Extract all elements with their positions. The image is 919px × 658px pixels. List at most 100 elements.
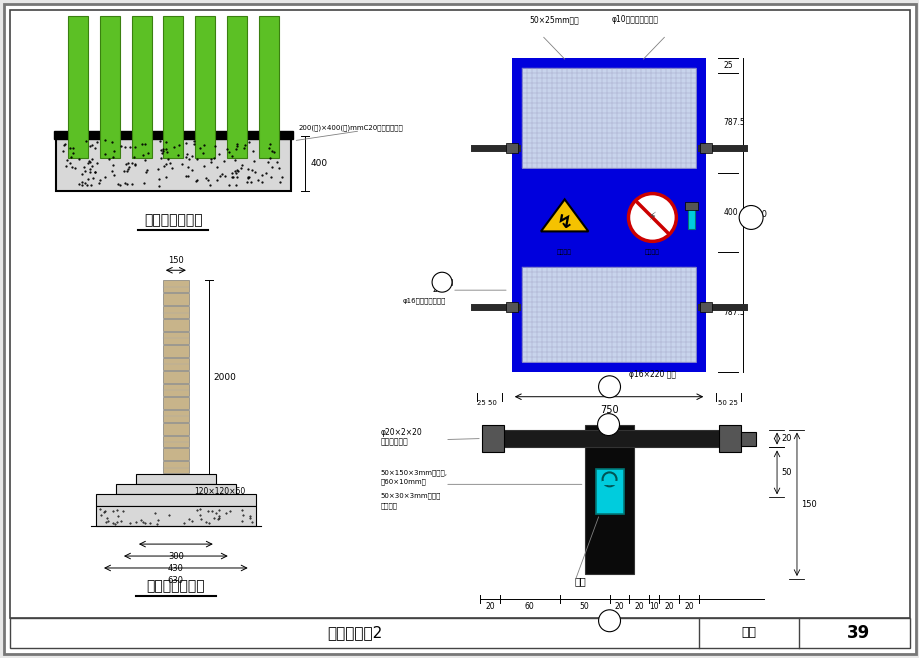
Bar [227,16,246,158]
Bar [499,430,719,447]
Text: 2000: 2000 [213,373,236,382]
Bar [164,16,183,158]
Bar [521,68,696,168]
Bar [163,332,188,344]
Polygon shape [540,199,588,232]
Text: 50 25: 50 25 [718,399,737,406]
Text: 20: 20 [634,602,643,611]
Bar [195,16,215,158]
Text: 25 50: 25 50 [476,399,496,406]
Text: 钢管与门连接: 钢管与门连接 [380,438,407,447]
Bar [163,410,188,422]
Text: 1: 1 [606,418,610,424]
Text: 20: 20 [664,602,674,611]
Text: 50: 50 [780,468,790,477]
Bar [163,461,188,473]
Bar [163,358,188,370]
Bar [258,16,278,158]
Circle shape [598,376,619,397]
Text: —: — [607,621,612,626]
Text: 10: 10 [649,602,659,611]
Text: 变压器防护2: 变压器防护2 [327,625,382,640]
Text: 锁具: 锁具 [574,576,585,586]
Text: 400: 400 [722,208,737,217]
Bar [685,201,698,209]
Bar [54,131,292,139]
Bar [595,469,623,514]
Text: φ10圆钢内外各一根: φ10圆钢内外各一根 [611,15,658,24]
Text: 与门连接: 与门连接 [380,502,397,509]
Text: 120×120×60: 120×120×60 [194,488,244,496]
Bar [687,205,695,230]
Circle shape [597,414,618,436]
Text: —: — [605,425,610,430]
Text: 400: 400 [310,159,327,168]
Bar [719,424,741,453]
Text: 2: 2 [748,211,753,216]
Text: 787.5: 787.5 [722,307,744,316]
Text: 150: 150 [168,257,184,265]
Text: 20: 20 [614,602,624,611]
Bar [56,136,290,191]
Text: 图号: 图号 [741,626,755,639]
Circle shape [432,272,451,292]
Text: 竹杆基础大样图: 竹杆基础大样图 [144,213,202,228]
Bar [163,345,188,357]
Bar [163,319,188,331]
Text: 750: 750 [599,405,618,415]
Text: 787.5: 787.5 [722,118,744,128]
Bar [741,432,755,445]
Text: φ20×2×20: φ20×2×20 [380,428,422,436]
Bar [136,474,215,484]
Bar [163,436,188,447]
Text: 围墙基础大样图: 围墙基础大样图 [146,579,205,593]
Bar [505,143,517,153]
Text: —: — [747,219,753,224]
Bar [163,449,188,461]
Bar [521,267,696,362]
Text: 630: 630 [167,576,184,585]
Text: —: — [439,284,444,289]
Bar [131,16,152,158]
Bar [505,302,517,312]
Bar [96,506,255,526]
Text: φ16×220 圆钢: φ16×220 圆钢 [638,430,685,438]
Circle shape [598,610,619,632]
Bar [699,143,711,153]
Text: 200: 200 [432,285,446,294]
Text: 当心触电: 当心触电 [557,249,572,255]
Bar [96,494,255,506]
Bar [584,424,634,574]
Text: 1: 1 [607,380,611,386]
Text: 300: 300 [168,552,184,561]
Text: —: — [607,388,612,392]
Text: 50×30×3mm单切板: 50×30×3mm单切板 [380,492,440,499]
Bar [163,397,188,409]
Text: 50×25mm方钢: 50×25mm方钢 [529,15,579,24]
Text: 1000: 1000 [745,211,766,220]
Text: 200(宽)×400(厚)mmC20密级条形基础: 200(宽)×400(厚)mmC20密级条形基础 [298,124,403,131]
Bar [163,306,188,318]
Text: 禁止靠近: 禁止靠近 [644,249,659,255]
Text: ↯: ↯ [556,214,573,233]
Bar [163,384,188,395]
Text: 29: 29 [438,287,445,291]
Bar [511,58,706,372]
Text: φ16钢筋预埋入墙体: φ16钢筋预埋入墙体 [402,297,445,304]
Text: 430: 430 [168,564,184,573]
Text: ⚡: ⚡ [648,213,655,222]
Text: 50×150×3mm单切板,: 50×150×3mm单切板, [380,469,447,476]
Circle shape [738,205,762,230]
Bar [163,371,188,383]
Text: 60: 60 [525,602,534,611]
Text: 50: 50 [579,602,589,611]
Bar [68,16,88,158]
Bar [163,293,188,305]
Bar [163,422,188,434]
Text: 2: 2 [607,614,611,620]
Circle shape [628,193,675,241]
Bar [163,280,188,292]
Bar [699,302,711,312]
Bar [116,484,235,494]
Text: 20: 20 [484,602,494,611]
